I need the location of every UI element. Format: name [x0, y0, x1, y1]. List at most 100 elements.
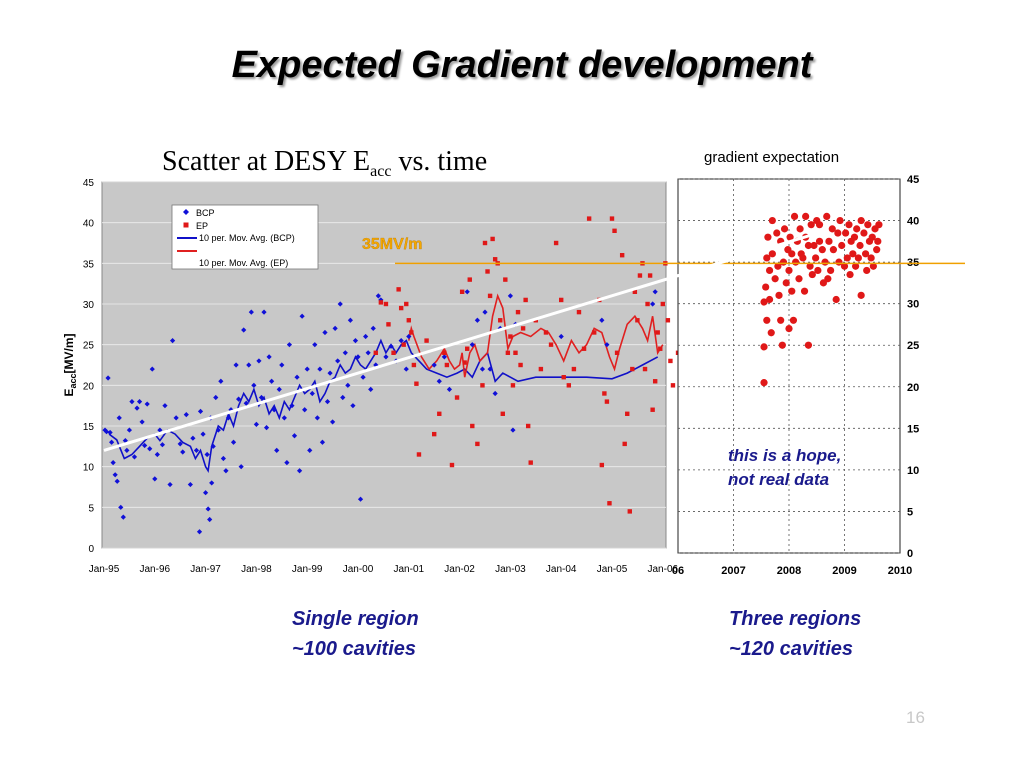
bcp-point — [350, 403, 356, 409]
expected-point — [792, 258, 800, 266]
ep-point — [548, 342, 554, 347]
bcp-point — [281, 415, 287, 421]
expected-point — [852, 262, 860, 270]
ep-point — [627, 509, 632, 514]
ep-point — [602, 391, 607, 396]
bcp-point — [299, 313, 305, 319]
bcp-point — [360, 374, 366, 380]
bcp-point — [312, 342, 318, 348]
bcp-point — [122, 438, 128, 444]
bcp-point — [363, 333, 369, 340]
bcp-point — [479, 366, 486, 372]
ep-point — [668, 358, 673, 364]
ep-point — [411, 362, 417, 368]
bcp-point — [558, 333, 564, 340]
expected-point — [827, 266, 835, 275]
bcp-point — [370, 325, 376, 331]
bcp-point — [324, 399, 331, 405]
bcp-point — [269, 378, 275, 384]
ep-point — [467, 277, 472, 282]
expected-point — [853, 225, 861, 233]
page-number: 16 — [906, 708, 925, 727]
ep-point — [444, 362, 450, 368]
expected-point — [860, 229, 868, 237]
bcp-point — [345, 382, 351, 388]
expected-point — [868, 233, 876, 241]
ep-point — [571, 366, 577, 372]
expected-point — [869, 262, 877, 270]
hope-note: this is a hope, not real data — [728, 444, 841, 492]
bcp-point — [327, 370, 333, 376]
legend-ep-marker — [183, 222, 189, 228]
left-x-tick: Jan-02 — [444, 564, 475, 575]
left-chart-title-suffix: vs. time — [391, 146, 487, 177]
ep-point — [632, 289, 638, 294]
trend-line — [103, 229, 826, 452]
bcp-point — [487, 366, 493, 372]
legend-bcp-avg-label: 10 per. Mov. Avg. (BCP) — [199, 233, 295, 243]
left-moving-averages — [108, 293, 664, 473]
bcp-point — [205, 506, 211, 512]
bcp-point — [304, 366, 310, 372]
expected-point — [825, 237, 833, 245]
bcp-point — [279, 362, 285, 368]
expected-point — [823, 212, 831, 220]
ep-point — [432, 431, 437, 437]
expected-point — [799, 254, 807, 262]
bcp-point — [215, 427, 221, 433]
bcp-point — [431, 362, 437, 368]
bcp-point — [263, 425, 270, 431]
ep-point — [414, 381, 419, 386]
left-y-tick: 30 — [83, 300, 95, 311]
bcp-point — [652, 289, 658, 295]
ep-point — [492, 257, 498, 262]
bcp-point — [243, 400, 249, 406]
bcp-point — [218, 378, 224, 384]
bcp-point — [131, 454, 138, 460]
ep-point — [398, 305, 404, 311]
ep-point — [658, 346, 663, 351]
bcp-point — [124, 447, 130, 453]
bcp-point — [446, 386, 453, 392]
expected-point — [854, 254, 862, 262]
bcp-point — [398, 338, 404, 344]
bcp-point — [474, 317, 480, 323]
expected-point — [832, 295, 840, 304]
right-y-tick: 40 — [907, 216, 919, 228]
expected-point — [828, 225, 836, 233]
ep-point — [625, 411, 630, 416]
right-x-tick: 2009 — [832, 565, 856, 577]
ep-point — [449, 462, 455, 468]
ep-point — [378, 300, 384, 305]
expected-point — [873, 246, 881, 254]
ep-point — [520, 326, 526, 331]
left-chart: Scatter at DESY Eacc vs. time 0510152025… — [62, 146, 714, 575]
caption-single-region: Single region ~100 cavities — [292, 604, 419, 664]
bcp-point — [225, 415, 232, 421]
bcp-point — [294, 374, 300, 380]
expected-point — [765, 295, 774, 304]
bcp-point — [492, 390, 498, 397]
bcp-point — [167, 481, 173, 488]
expected-point — [834, 229, 842, 237]
expected-point — [785, 266, 793, 275]
bcp-point — [177, 441, 183, 447]
legend-ep-label: EP — [196, 221, 208, 231]
left-y-tick: 45 — [83, 178, 95, 189]
ep-point — [660, 301, 665, 307]
bcp-point — [213, 394, 219, 401]
bcp-point — [203, 490, 209, 496]
expected-point — [857, 291, 865, 299]
expected-point — [821, 258, 829, 266]
left-y-axis-label-suffix: [MV/m] — [62, 333, 76, 373]
ep-point — [665, 318, 671, 323]
ep-point — [513, 350, 518, 355]
expected-point — [838, 241, 846, 250]
bcp-point — [152, 476, 158, 482]
bcp-point — [276, 386, 282, 392]
expected-point — [788, 250, 796, 258]
ep-point — [470, 423, 475, 429]
ep-point — [581, 346, 587, 351]
